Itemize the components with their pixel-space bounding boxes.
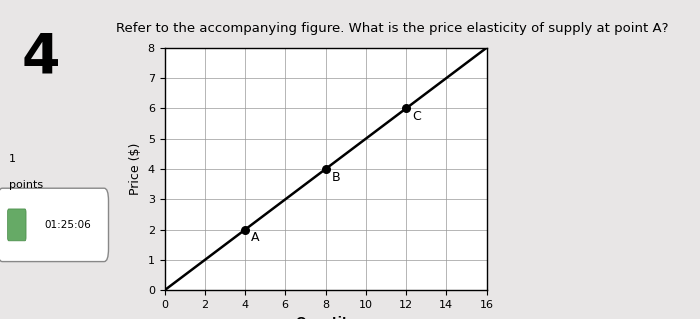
FancyBboxPatch shape [8, 209, 26, 241]
Text: B: B [332, 171, 340, 184]
X-axis label: Quantity: Quantity [295, 315, 356, 319]
Point [239, 227, 251, 232]
Text: 4: 4 [22, 30, 60, 85]
Text: 1: 1 [8, 154, 15, 165]
Point [400, 106, 412, 111]
Text: A: A [251, 231, 260, 244]
Y-axis label: Price ($): Price ($) [129, 143, 142, 195]
Text: 01:25:06: 01:25:06 [44, 220, 90, 230]
Text: Refer to the accompanying figure. What is the price elasticity of supply at poin: Refer to the accompanying figure. What i… [116, 22, 668, 35]
Text: C: C [412, 110, 421, 123]
Text: points: points [8, 180, 43, 190]
Point [320, 167, 331, 172]
FancyBboxPatch shape [0, 188, 108, 262]
